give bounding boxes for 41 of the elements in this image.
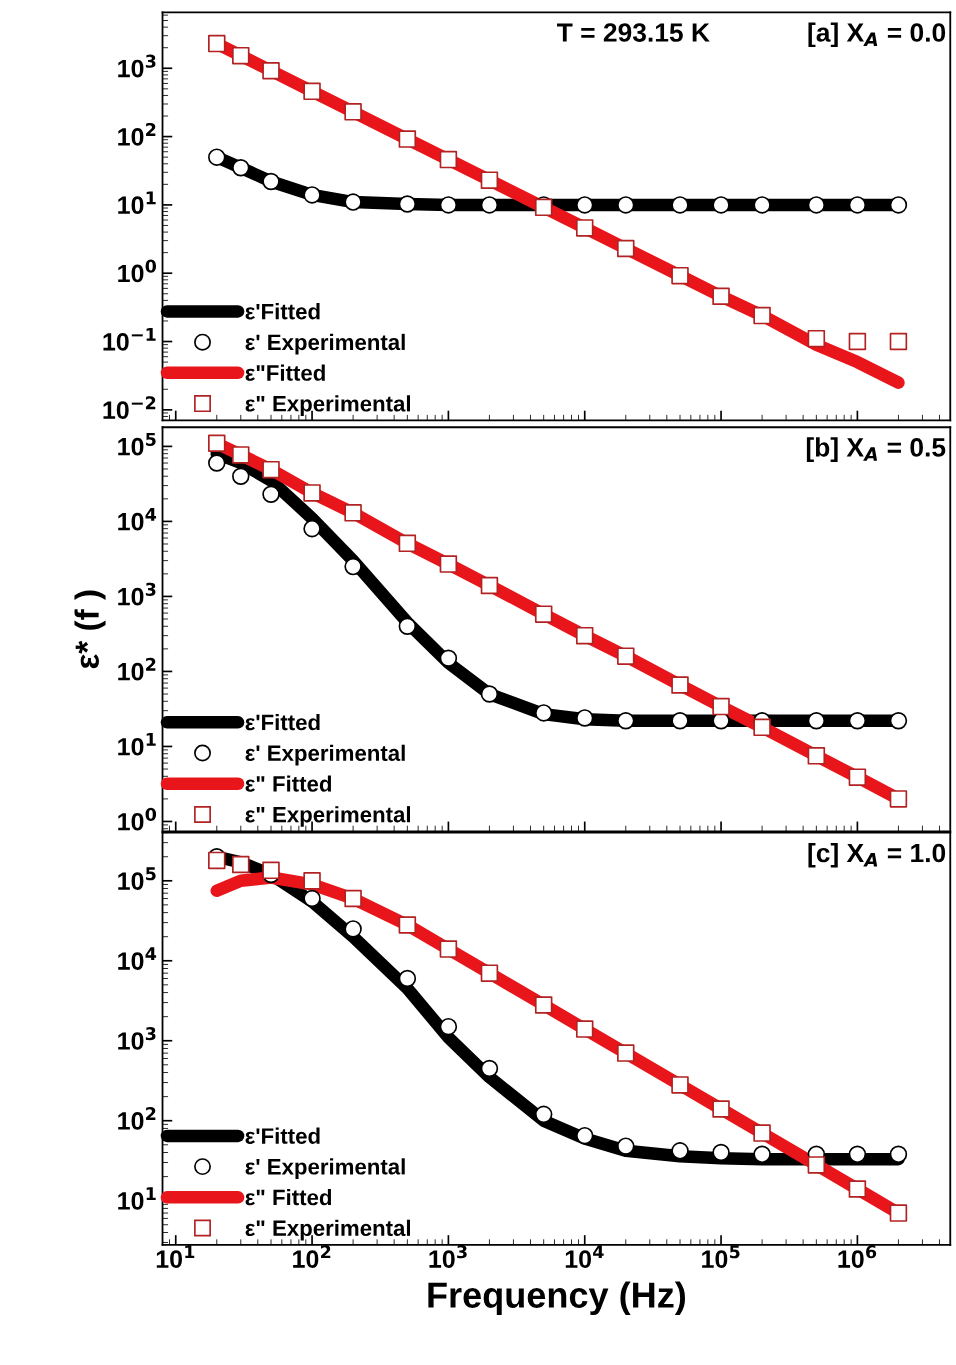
legend-label: ε" Experimental bbox=[245, 1219, 410, 1241]
annotation: T = 293.15 K bbox=[557, 23, 710, 42]
annotation: [a] X$_{A}$ = 0.0 bbox=[808, 22, 946, 48]
x-tick-label: 10$^{3}$ bbox=[429, 1245, 467, 1268]
legend-label: ε" Fitted bbox=[245, 775, 332, 792]
y-tick-label: 10$^{2}$ bbox=[118, 1107, 156, 1130]
y-tick-label: 10$^{−2}$ bbox=[103, 396, 156, 419]
x-tick-label: 10$^{1}$ bbox=[156, 1245, 195, 1268]
y-tick-label: 10$^{3}$ bbox=[118, 1027, 156, 1050]
legend-label: ε' Experimental bbox=[245, 333, 405, 355]
legend-label: ε'Fitted bbox=[245, 1127, 320, 1144]
y-tick-label: 10$^{4}$ bbox=[118, 507, 157, 531]
legend-label: ε'Fitted bbox=[245, 713, 320, 731]
legend-label: ε" Experimental bbox=[245, 806, 410, 827]
y-tick-label: 10$^{2}$ bbox=[118, 657, 156, 681]
y-tick-label: 10$^{1}$ bbox=[118, 191, 156, 215]
y-tick-label: 10$^{0}$ bbox=[118, 807, 157, 831]
legend-label: ε" Experimental bbox=[245, 395, 410, 416]
y-tick-label: 10$^{3}$ bbox=[118, 582, 156, 606]
legend-label: ε' Experimental bbox=[245, 744, 405, 766]
x-tick-label: 10$^{4}$ bbox=[565, 1245, 604, 1268]
y-axis-title: ε* (f ) bbox=[74, 590, 106, 669]
y-tick-label: 10$^{4}$ bbox=[118, 947, 157, 970]
legend-label: ε'Fitted bbox=[245, 303, 320, 320]
y-tick-label: 10$^{−1}$ bbox=[103, 328, 156, 351]
y-tick-label: 10$^{2}$ bbox=[118, 122, 156, 146]
annotation: [b] X$_{A}$ = 0.5 bbox=[806, 437, 946, 462]
y-tick-label: 10$^{5}$ bbox=[118, 432, 156, 456]
y-tick-label: 10$^{1}$ bbox=[118, 733, 156, 756]
y-tick-label: 10$^{5}$ bbox=[118, 867, 156, 890]
legend-label: ε' Experimental bbox=[245, 1158, 405, 1180]
y-tick-label: 10$^{1}$ bbox=[118, 1187, 156, 1210]
annotation: [c] X$_{A}$ = 1.0 bbox=[808, 842, 946, 868]
y-tick-label: 10$^{0}$ bbox=[118, 259, 157, 283]
x-tick-label: 10$^{2}$ bbox=[293, 1245, 331, 1268]
legend-label: ε" Fitted bbox=[245, 1189, 332, 1206]
legend-label: ε"Fitted bbox=[245, 364, 325, 381]
y-tick-label: 10$^{3}$ bbox=[118, 54, 156, 78]
x-tick-label: 10$^{5}$ bbox=[702, 1245, 740, 1268]
x-tick-label: 10$^{6}$ bbox=[838, 1245, 877, 1268]
x-axis-title: Frequency (Hz) bbox=[428, 1281, 686, 1316]
